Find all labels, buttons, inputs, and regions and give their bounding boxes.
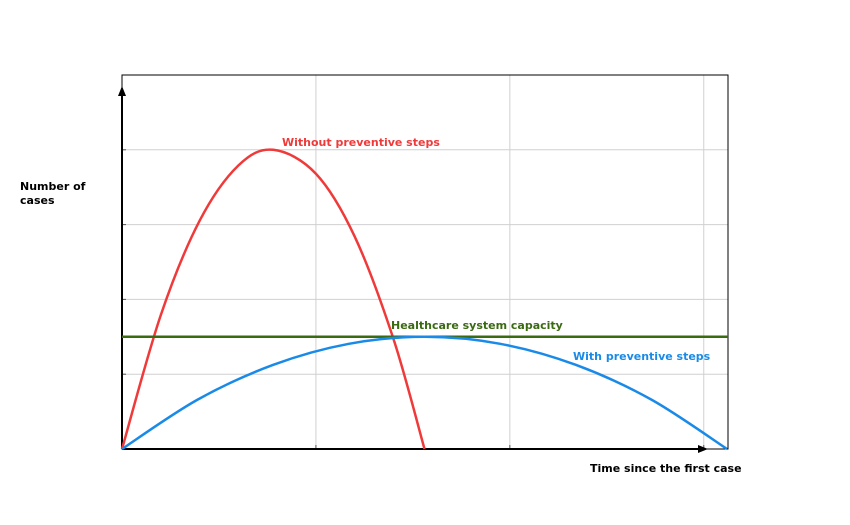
y-arrow	[118, 86, 126, 96]
series-line	[121, 335, 728, 451]
series-label: With preventive steps	[573, 350, 711, 363]
series-label: Without preventive steps	[282, 136, 440, 149]
series-label: Healthcare system capacity	[391, 319, 563, 332]
x-arrow	[698, 445, 708, 453]
y-axis-label: Number of cases	[20, 180, 86, 207]
series-line	[120, 148, 426, 450]
x-axis-label: Time since the first case	[590, 462, 742, 475]
